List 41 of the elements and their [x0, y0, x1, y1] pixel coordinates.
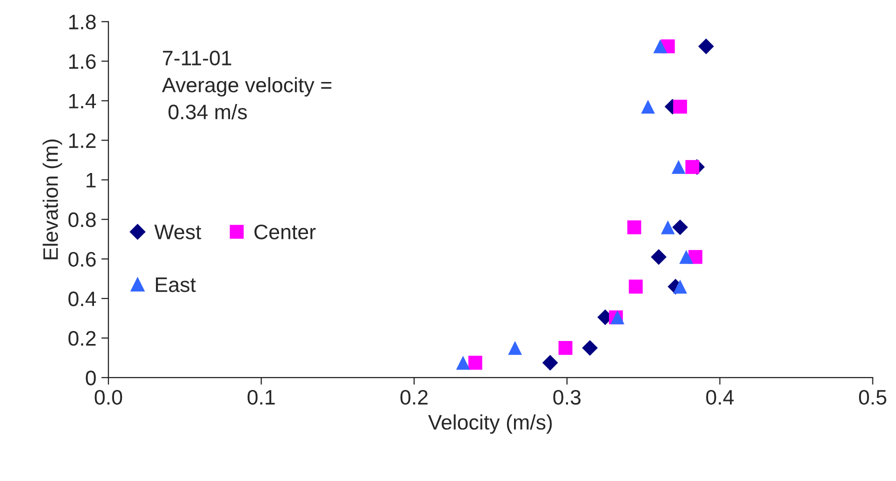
legend-label: East — [156, 278, 196, 292]
y-tick-label: 1 — [86, 173, 96, 188]
y-tick-label: 0 — [86, 370, 96, 386]
y-tick-label: 1.8 — [69, 14, 96, 30]
point — [673, 280, 688, 294]
y-tick-label: 0.4 — [68, 291, 96, 306]
point — [653, 39, 668, 54]
x-tick-label: 0.1 — [248, 390, 275, 405]
point — [660, 220, 675, 234]
point — [542, 354, 558, 371]
point — [672, 219, 688, 236]
x-tick-label: 0.3 — [553, 390, 581, 405]
y-tick-label: 1.6 — [69, 54, 96, 69]
point — [456, 356, 470, 370]
y-tick-label: 1.2 — [69, 133, 96, 148]
y-tick-label: 1.4 — [69, 94, 96, 108]
point — [582, 340, 598, 356]
x-tick-label: 0.2 — [400, 390, 428, 405]
point — [628, 280, 643, 294]
point — [558, 340, 572, 355]
x-tick-label: 0.5 — [859, 390, 886, 405]
point — [641, 100, 655, 114]
point — [627, 220, 642, 234]
point — [698, 38, 714, 54]
point — [650, 249, 667, 265]
point — [685, 160, 700, 174]
y-tick-label: 0.8 — [68, 212, 96, 228]
y-tick-label: 0.6 — [68, 252, 96, 267]
point — [673, 100, 688, 114]
x-tick-label: 0.4 — [706, 390, 734, 405]
x-tick-label: 0.0 — [94, 390, 122, 405]
point — [672, 160, 686, 174]
y-axis-title: Elevation (m) — [42, 140, 62, 260]
annotation: 7-11-01 Average velocity = 0.34 m/s — [162, 50, 332, 120]
y-tick-label: 0.2 — [68, 331, 96, 346]
point — [468, 356, 482, 370]
point — [508, 340, 522, 355]
point — [679, 250, 694, 264]
legend-label: Center — [254, 224, 316, 240]
legend-label: West — [154, 224, 202, 240]
x-axis-title: Velocity (m/s) — [428, 414, 552, 434]
